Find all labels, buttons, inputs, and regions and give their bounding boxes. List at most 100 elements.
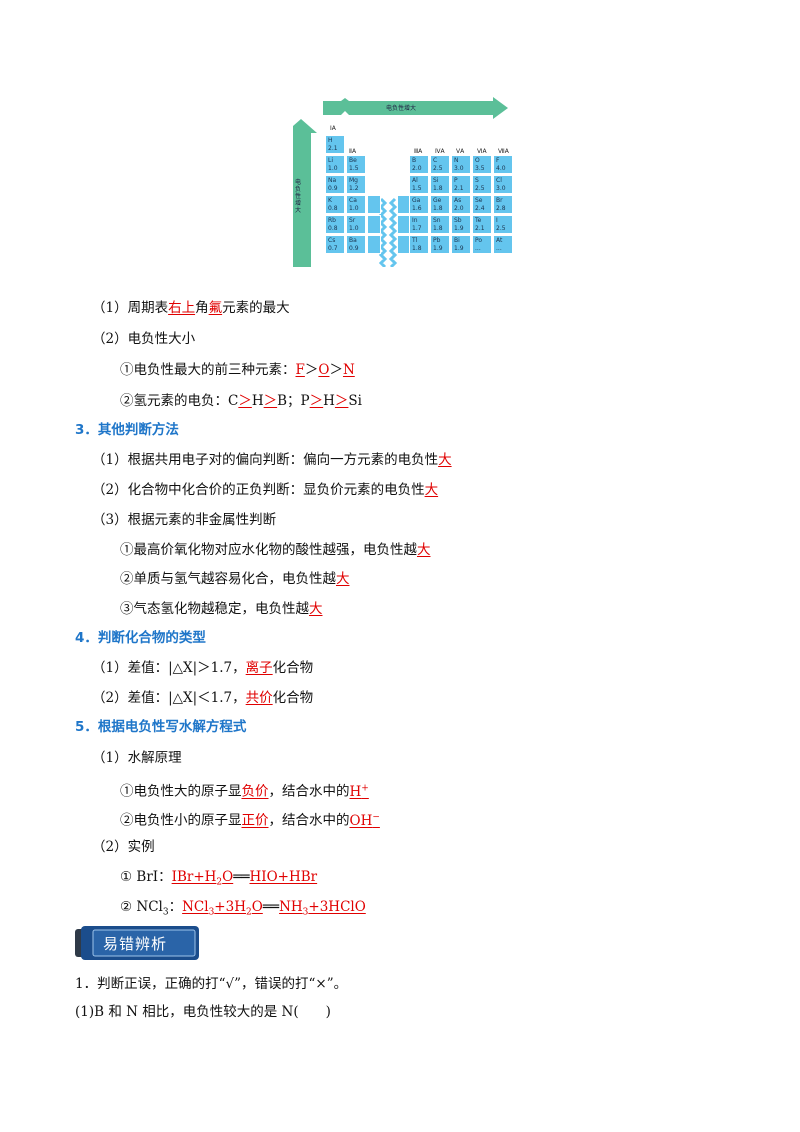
element-symbol: As [454, 197, 462, 204]
element-value: 0.8 [328, 225, 338, 232]
element-symbol: Be [349, 157, 357, 164]
banner-label: 易错辨析 [103, 935, 168, 953]
element-symbol: K [328, 197, 332, 204]
element-value: 1.8 [433, 205, 443, 212]
side-arrow-label: 电负性增大 [295, 179, 302, 214]
side-arrow [293, 119, 317, 267]
element-cell: Rb 0.8 [325, 215, 345, 234]
answer: 右上 [168, 300, 196, 316]
element-symbol: Mg [349, 177, 358, 184]
element-cell: C 2.5 [430, 155, 450, 174]
break-left [378, 197, 388, 267]
element-cell: Ba 0.9 [346, 235, 366, 254]
mistake-analysis-banner: 易错辨析 [75, 926, 201, 960]
point-2-item-2: ②氢元素的电负：C＞H＞B；P＞H＞Si [120, 393, 362, 409]
element-value: 0.8 [328, 205, 338, 212]
s4-item-2: （2）差值：|△X|＜1.7，共价化合物 [92, 690, 314, 706]
element-cell: Te 2.1 [472, 215, 492, 234]
element-symbol: Sb [454, 217, 462, 224]
s5-item-2: （2）实例 [92, 839, 155, 855]
element-cell: Cs 0.7 [325, 235, 345, 254]
element-cell: H 2.1 [325, 135, 345, 154]
element-value: 1.5 [412, 185, 422, 192]
element-value: 1.8 [433, 185, 443, 192]
section-4-heading: 4．判断化合物的类型 [75, 630, 206, 646]
element-symbol: Si [433, 177, 439, 184]
element-cell: B 2.0 [409, 155, 429, 174]
s5-sub-1: ①电负性大的原子显负价，结合水中的H+ [120, 783, 369, 800]
element-symbol: Rb [328, 217, 336, 224]
s5-sub-2: ②电负性小的原子显正价，结合水中的OH− [120, 812, 380, 829]
answer: 氟 [208, 300, 223, 316]
table-filler [367, 195, 381, 214]
group-header: ⅦA [498, 148, 509, 155]
element-value: 1.0 [349, 225, 359, 232]
element-value: 2.1 [454, 185, 464, 192]
element-value: 2.8 [496, 205, 506, 212]
element-cell: As 2.0 [451, 195, 471, 214]
break-right [388, 197, 398, 267]
element-symbol: Sn [433, 217, 441, 224]
top-arrow [323, 97, 508, 119]
s3-sub-1: ①最高价氧化物对应水化物的酸性越强，电负性越大 [120, 542, 431, 558]
element-cell: Be 1.5 [346, 155, 366, 174]
element-symbol: At [496, 237, 503, 244]
element-value: ... [496, 245, 502, 252]
element-symbol: Br [496, 197, 503, 204]
element-cell: O 3.5 [472, 155, 492, 174]
element-value: 1.0 [328, 165, 338, 172]
element-cell: Sr 1.0 [346, 215, 366, 234]
element-symbol: S [475, 177, 479, 184]
element-value: 2.5 [433, 165, 443, 172]
element-cell: K 0.8 [325, 195, 345, 214]
element-value: 1.8 [412, 245, 422, 252]
element-cell: Cl 3.0 [493, 175, 513, 194]
element-cell: Bi 1.9 [451, 235, 471, 254]
element-value: ... [475, 245, 481, 252]
element-cell: F 4.0 [493, 155, 513, 174]
element-cell: S 2.5 [472, 175, 492, 194]
element-cell: Al 1.5 [409, 175, 429, 194]
group-header: ⅡA [349, 148, 357, 155]
element-cell: I 2.5 [493, 215, 513, 234]
element-cell: Li 1.0 [325, 155, 345, 174]
element-symbol: Po [475, 237, 483, 244]
element-value: 2.5 [496, 225, 506, 232]
element-symbol: O [475, 157, 480, 164]
element-cell: Sb 1.9 [451, 215, 471, 234]
element-value: 1.9 [454, 225, 464, 232]
element-cell: Br 2.8 [493, 195, 513, 214]
element-symbol: H [328, 137, 333, 144]
group-header: ⅠA [330, 125, 336, 132]
element-cell: Tl 1.8 [409, 235, 429, 254]
element-symbol: Ca [349, 197, 357, 204]
s5-item-1: （1）水解原理 [92, 750, 182, 766]
table-filler [367, 215, 381, 234]
element-value: 1.0 [349, 205, 359, 212]
s3-item-1: （1）根据共用电子对的偏向判断：偏向一方元素的电负性大 [92, 452, 452, 468]
element-cell: Se 2.4 [472, 195, 492, 214]
element-symbol: Te [475, 217, 482, 224]
point-2-title: （2）电负性大小 [92, 331, 196, 347]
element-value: 1.7 [412, 225, 422, 232]
s3-item-2: （2）化合物中化合价的正负判断：显负价元素的电负性大 [92, 482, 439, 498]
element-value: 3.5 [475, 165, 485, 172]
element-symbol: P [454, 177, 458, 184]
element-cell: P 2.1 [451, 175, 471, 194]
element-cell: At... [493, 235, 513, 254]
element-value: 1.9 [454, 245, 464, 252]
element-value: 2.5 [475, 185, 485, 192]
s3-sub-3: ③气态氢化物越稳定，电负性越大 [120, 601, 323, 617]
element-value: 1.6 [412, 205, 422, 212]
s4-item-1: （1）差值：|△X|＞1.7，离子化合物 [92, 660, 314, 676]
element-value: 1.9 [433, 245, 443, 252]
element-value: 2.1 [475, 225, 485, 232]
example-2: ② NCl3：NCl3+3H2O══NH3+3HClO [120, 899, 366, 918]
table-filler [367, 235, 381, 254]
element-cell: Mg 1.2 [346, 175, 366, 194]
element-symbol: C [433, 157, 438, 164]
element-symbol: F [496, 157, 500, 164]
electronegativity-figure: 电负性增大 电负性增大 ⅠA ⅡA ⅢA ⅣA ⅤA ⅥA ⅦA H 2.1 Li 1.0 Be 1.5… [293, 97, 521, 267]
question-intro: 1．判断正误，正确的打“√”，错误的打“×”。 [75, 976, 348, 992]
element-symbol: Al [412, 177, 418, 184]
